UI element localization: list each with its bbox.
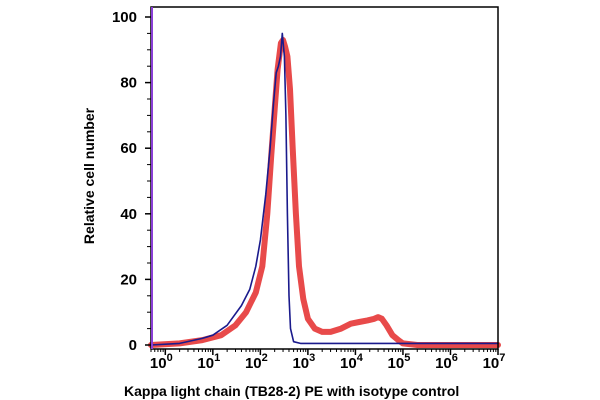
- series-layer: [148, 32, 501, 348]
- x-axis: 100 101 102 103 104 105 106 107: [150, 349, 506, 372]
- x-tick-label: 106: [435, 352, 458, 372]
- y-tick-label: 80: [120, 75, 137, 92]
- x-tick-label: 103: [292, 352, 315, 372]
- x-axis-title: Kappa light chain (TB28-2) PE with isoty…: [124, 383, 459, 399]
- x-tick-label: 100: [150, 352, 173, 372]
- y-tick-label: 40: [120, 206, 137, 223]
- y-tick-label: 60: [120, 140, 137, 157]
- x-tick-label: 101: [197, 352, 220, 372]
- x-tick-label: 104: [340, 352, 364, 372]
- y-tick-label: 20: [120, 271, 137, 288]
- series-line-2: [150, 32, 499, 346]
- y-tick-label: 100: [112, 9, 137, 26]
- x-tick-label: 105: [388, 352, 411, 372]
- x-tick-label: 102: [245, 352, 268, 372]
- y-tick-label: 0: [129, 337, 137, 354]
- y-axis: 0 20 40 60 80 100: [112, 9, 151, 354]
- x-tick-label: 107: [483, 352, 506, 372]
- series-line-1: [148, 37, 501, 348]
- y-axis-title: Relative cell number: [81, 107, 97, 244]
